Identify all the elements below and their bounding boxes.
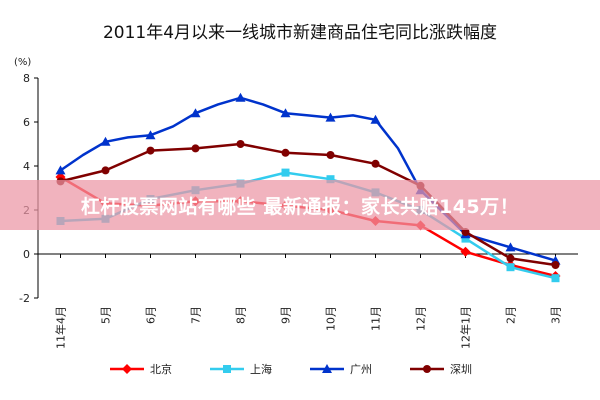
x-tick-label: 6月 (145, 306, 158, 324)
x-tick-label: 11月 (370, 306, 383, 331)
data-point (191, 144, 200, 153)
x-axis-ticks: 11年4月 5月 6月 7月 8月 9月 10月 11月 12月 12年1月 2月 3月 (54, 254, 563, 349)
data-point (325, 112, 336, 122)
legend-label: 北京 (150, 362, 172, 376)
data-point (236, 140, 245, 148)
legend-label: 深圳 (450, 363, 472, 376)
y-tick-label: 6 (23, 116, 30, 129)
y-axis-unit-label: (%) (14, 57, 31, 68)
y-tick-label: 4 (23, 160, 30, 173)
data-point (145, 130, 156, 140)
x-tick-label: 7月 (190, 306, 203, 324)
data-point (281, 148, 290, 157)
legend-item: 上海 (210, 362, 272, 376)
data-point (506, 263, 515, 272)
x-tick-label: 5月 (100, 306, 113, 324)
x-tick-label: 11年4月 (54, 306, 68, 349)
data-point (461, 228, 470, 236)
legend-item: 深圳 (410, 363, 472, 376)
data-point (190, 108, 201, 118)
x-tick-label: 2月 (505, 306, 518, 324)
data-point (235, 92, 246, 102)
data-point (326, 175, 335, 184)
data-point (101, 166, 110, 175)
data-point (460, 246, 471, 257)
chart-title: 2011年4月以来一线城市新建商品住宅同比涨跌幅度 (103, 23, 497, 43)
series-3 (55, 92, 561, 265)
y-tick-label: 0 (23, 248, 30, 261)
overlay-banner[interactable]: 杠杆股票网站有哪些 最新通报：家长共赔145万！ (0, 180, 600, 230)
data-point (370, 114, 381, 124)
legend-marker (122, 364, 132, 374)
data-point (461, 234, 470, 243)
data-point (55, 165, 66, 175)
series-line (60, 142, 556, 267)
overlay-banner-text: 杠杆股票网站有哪些 最新通报：家长共赔145万！ (80, 195, 520, 218)
data-point (551, 261, 560, 269)
data-point (326, 151, 335, 159)
legend-marker (322, 364, 332, 373)
data-point (100, 136, 111, 146)
data-point (280, 108, 291, 118)
x-tick-label: 12年1月 (459, 306, 473, 349)
data-point (506, 254, 515, 263)
legend-item: 北京 (110, 362, 172, 376)
data-point (281, 168, 290, 177)
x-tick-label: 8月 (235, 306, 248, 324)
legend-marker (423, 365, 431, 373)
data-point (505, 242, 516, 252)
y-tick-label: 8 (23, 72, 30, 85)
data-point (371, 159, 380, 168)
legend-label: 上海 (250, 362, 272, 376)
legend-label: 广州 (350, 363, 372, 376)
y-tick-label: -2 (19, 292, 30, 305)
data-point (146, 146, 155, 155)
x-tick-label: 12月 (415, 306, 428, 331)
x-tick-label: 10月 (325, 306, 338, 331)
data-point (551, 274, 560, 283)
legend-marker (223, 365, 231, 373)
chart-legend: 北京 上海 广州 深圳 (110, 362, 472, 376)
x-tick-label: 3月 (550, 306, 563, 324)
x-tick-label: 9月 (280, 306, 293, 324)
legend-item: 广州 (310, 363, 372, 376)
